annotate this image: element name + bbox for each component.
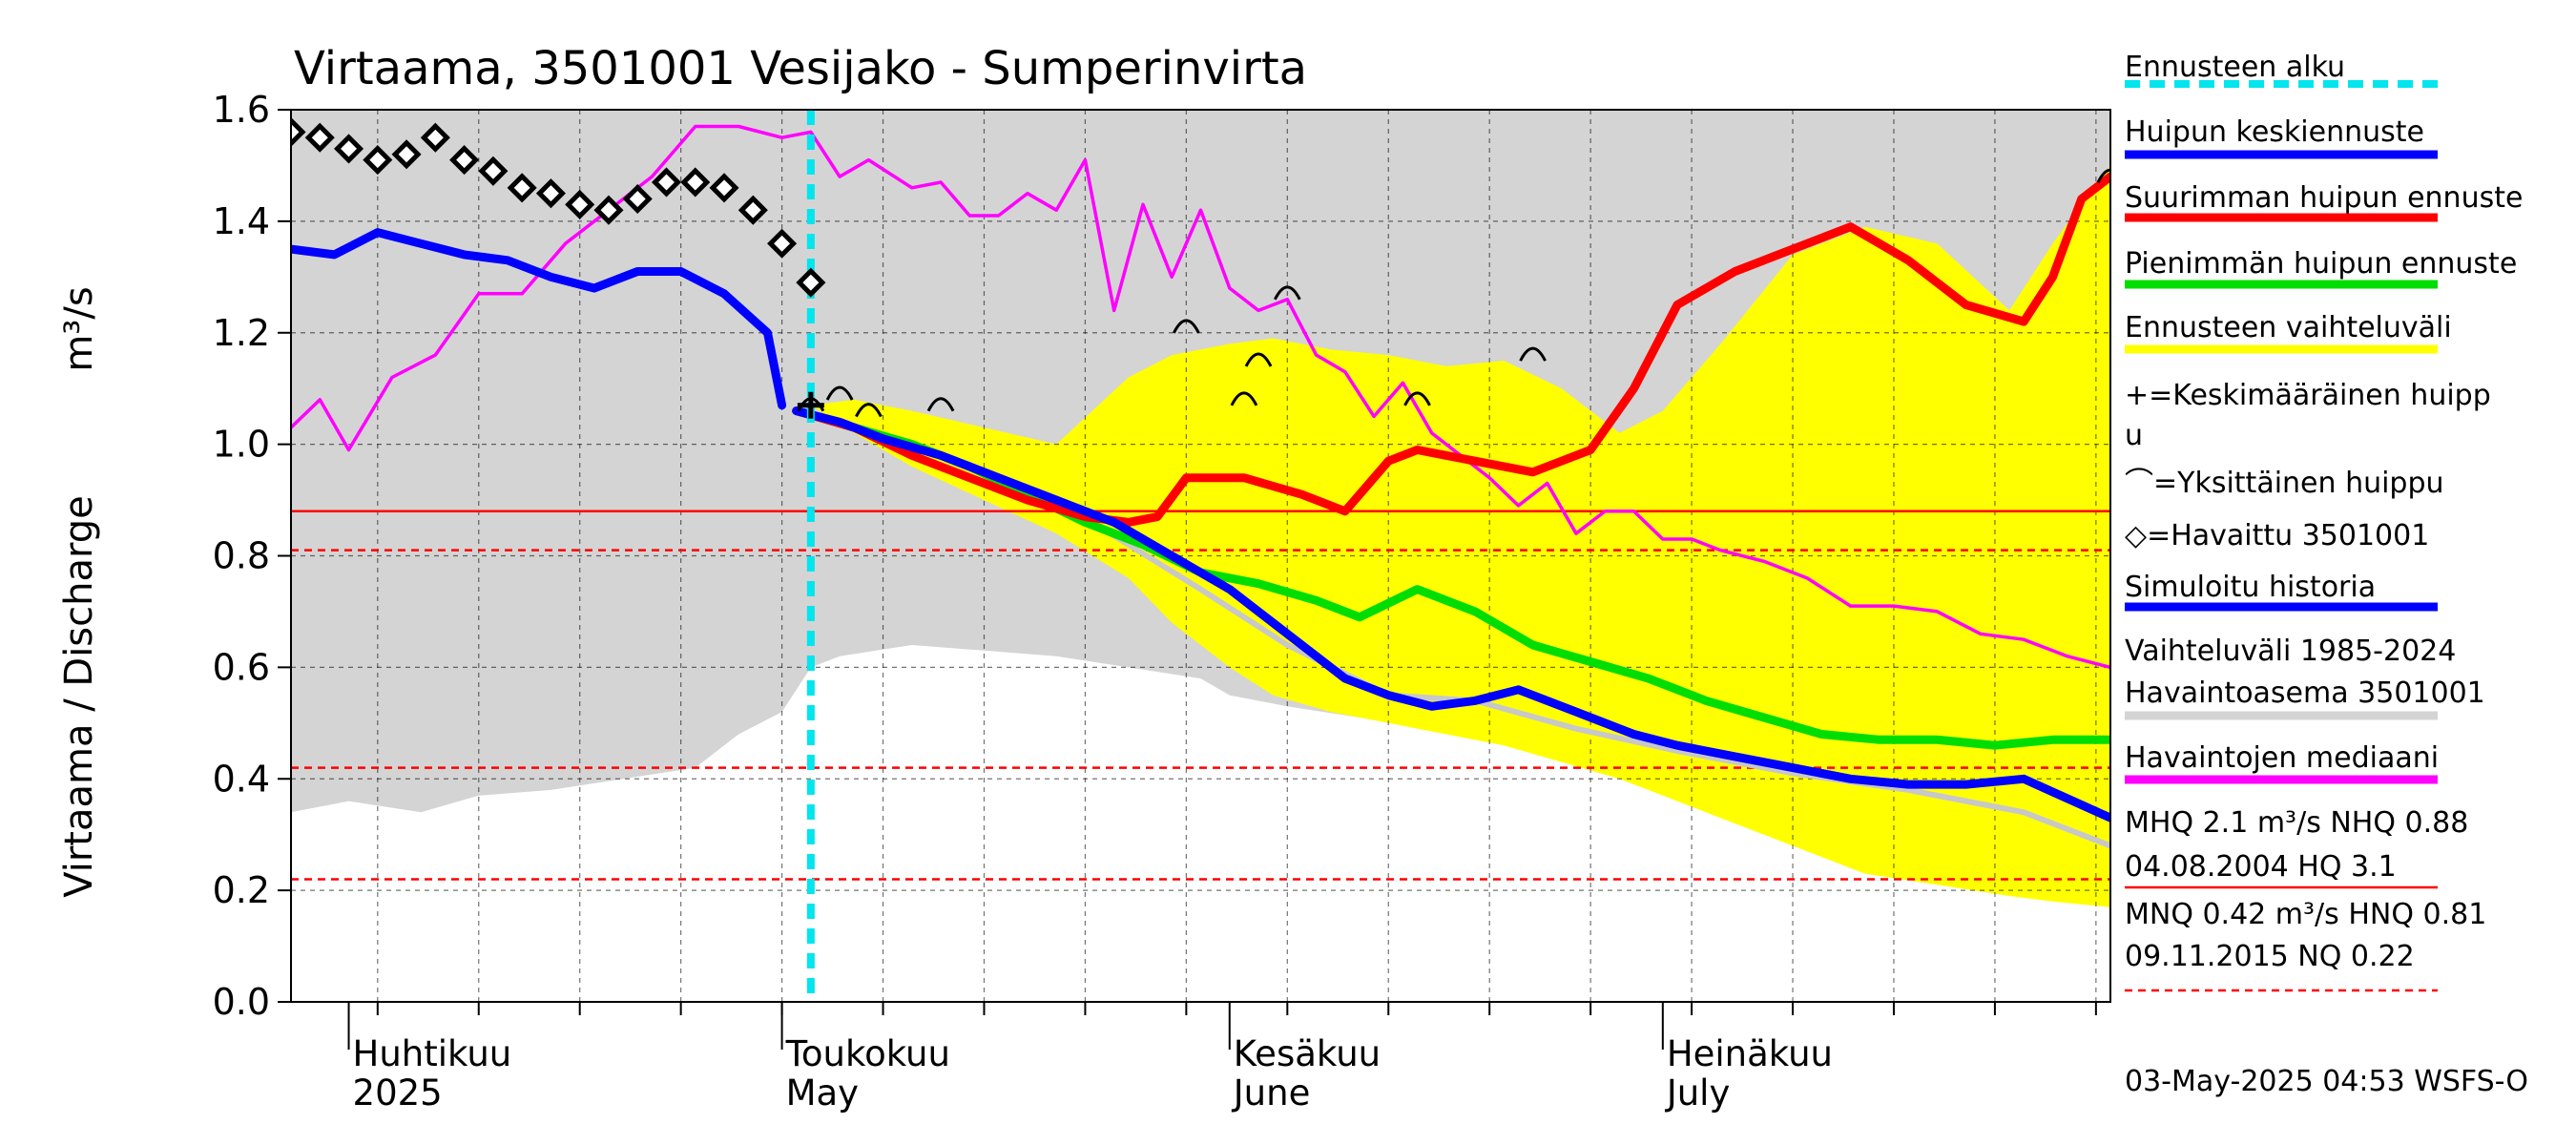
observed-point bbox=[391, 139, 422, 170]
y-axis-unit: m³/s bbox=[57, 286, 101, 371]
y-tick-label: 0.2 bbox=[213, 869, 270, 911]
single-peak-marker bbox=[926, 397, 955, 412]
month-label: Toukokuu bbox=[785, 1033, 950, 1074]
legend-label: Havaintojen mediaani bbox=[2125, 741, 2439, 775]
series-line-pienimm-n-huipun-ennuste bbox=[792, 406, 2110, 750]
legend-label: Ennusteen alku bbox=[2125, 51, 2345, 84]
single-peak-marker bbox=[1519, 346, 1547, 362]
series-line-suurimman-huipun-ennuste bbox=[792, 172, 2110, 527]
series-line-simuloitu-historia bbox=[291, 228, 787, 410]
single-peak-marker bbox=[1403, 391, 1431, 406]
y-tick-label: 1.2 bbox=[213, 312, 270, 354]
y-tick-label: 0.4 bbox=[213, 758, 270, 800]
legend-label: u bbox=[2125, 419, 2143, 452]
observed-point bbox=[478, 156, 509, 186]
observed-point bbox=[449, 145, 480, 176]
single-peak-marker bbox=[825, 385, 854, 401]
y-tick-label: 0.6 bbox=[213, 646, 270, 688]
month-label: Huhtikuu bbox=[353, 1033, 512, 1074]
observed-point bbox=[767, 228, 798, 259]
legend-label: ⌒=Yksittäinen huippu bbox=[2125, 467, 2444, 500]
observed-point bbox=[737, 195, 768, 225]
month-sublabel: May bbox=[786, 1072, 860, 1114]
legend-label: MNQ 0.42 m³/s HNQ 0.81 bbox=[2125, 898, 2486, 931]
observed-point bbox=[304, 122, 335, 153]
observed-point bbox=[622, 183, 653, 215]
observed-point bbox=[420, 122, 450, 153]
legend-label: Pienimmän huipun ennuste bbox=[2125, 247, 2517, 281]
month-sublabel: June bbox=[1232, 1072, 1311, 1114]
observed-point bbox=[334, 134, 364, 164]
observed-point bbox=[593, 195, 624, 225]
series-line-havaintojen-mediaani bbox=[291, 124, 2110, 670]
observed-point bbox=[507, 173, 537, 203]
chart-title: Virtaama, 3501001 Vesijako - Sumperinvir… bbox=[294, 42, 1307, 95]
single-peak-marker bbox=[1273, 285, 1301, 301]
single-peak-marker bbox=[1244, 352, 1273, 367]
observed-point bbox=[363, 145, 393, 176]
observed-point bbox=[565, 189, 595, 219]
single-peak-marker bbox=[1173, 319, 1200, 334]
legend-label: MHQ 2.1 m³/s NHQ 0.88 bbox=[2125, 806, 2468, 840]
timestamp: 03-May-2025 04:53 WSFS-O bbox=[2125, 1065, 2528, 1098]
observed-point bbox=[291, 116, 306, 147]
legend-label: Ennusteen vaihteluväli bbox=[2125, 311, 2452, 344]
observed-point bbox=[796, 267, 826, 298]
legend-label: 09.11.2015 NQ 0.22 bbox=[2125, 940, 2415, 973]
y-tick-label: 1.0 bbox=[213, 424, 270, 466]
y-axis-label: Virtaama / Discharge bbox=[57, 495, 101, 897]
legend-label: Suurimman huipun ennuste bbox=[2125, 181, 2523, 215]
month-label: Heinäkuu bbox=[1667, 1033, 1833, 1074]
observed-point bbox=[535, 178, 566, 209]
legend-label: 04.08.2004 HQ 3.1 bbox=[2125, 850, 2397, 884]
observed-point bbox=[709, 173, 739, 203]
single-peak-marker bbox=[2096, 168, 2110, 183]
observed-point bbox=[680, 167, 711, 198]
single-peak-marker bbox=[855, 403, 883, 418]
legend-label: Simuloitu historia bbox=[2125, 571, 2376, 604]
y-tick-label: 1.6 bbox=[213, 89, 270, 131]
month-label: Kesäkuu bbox=[1234, 1033, 1381, 1074]
legend-label: Vaihteluväli 1985-2024 bbox=[2125, 635, 2456, 668]
legend-label: Havaintoasema 3501001 bbox=[2125, 677, 2485, 710]
legend-label: ◇=Havaittu 3501001 bbox=[2125, 519, 2429, 552]
y-tick-label: 1.4 bbox=[213, 200, 270, 242]
plot-area bbox=[291, 110, 2110, 1002]
legend-label: +=Keskimääräinen huipp bbox=[2125, 379, 2491, 412]
legend: Ennusteen alku Huipun keskiennuste Suurimm… bbox=[2125, 51, 2523, 992]
y-tick-label: 0.8 bbox=[213, 535, 270, 577]
legend-label: Huipun keskiennuste bbox=[2125, 115, 2424, 149]
single-peak-marker bbox=[1230, 391, 1258, 406]
month-sublabel: July bbox=[1665, 1072, 1731, 1114]
month-sublabel: 2025 bbox=[353, 1072, 443, 1114]
y-tick-label: 0.0 bbox=[213, 981, 270, 1023]
single-peak-marker bbox=[797, 397, 825, 412]
observed-point bbox=[651, 167, 682, 198]
series-line-huipun-keskiennuste bbox=[792, 406, 2110, 822]
